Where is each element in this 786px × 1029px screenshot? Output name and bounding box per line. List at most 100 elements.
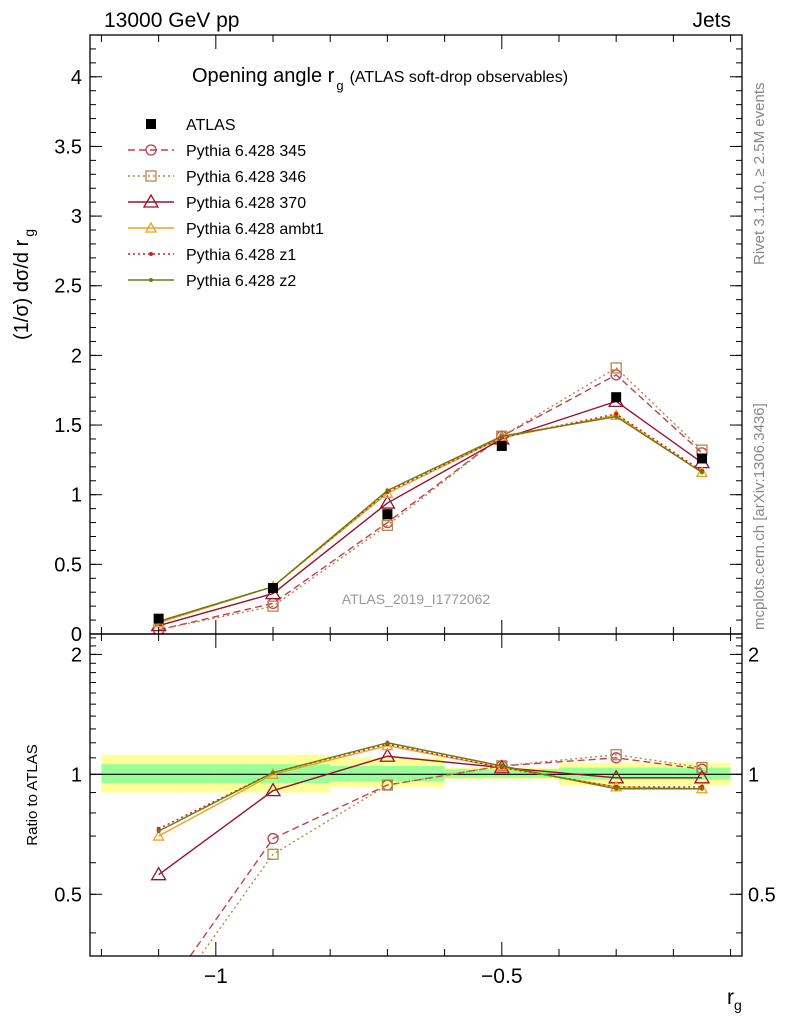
legend-item-data: ATLAS xyxy=(146,117,236,134)
main-y-axis: 0 0.5 1 1.5 2 2.5 3 3.5 4 xyxy=(54,34,742,646)
series-5-point-5 xyxy=(699,470,704,475)
data-point-1 xyxy=(268,583,279,594)
legend-marker-5 xyxy=(149,278,153,282)
series-line-4 xyxy=(158,413,703,623)
ratio-1-point-5 xyxy=(696,761,708,774)
band-inner-3 xyxy=(444,769,559,778)
ratio-1-point-0 xyxy=(154,1009,164,1019)
series-0-point-4 xyxy=(610,369,622,381)
ratio-series-group xyxy=(150,739,711,1019)
ratio-5-point-2 xyxy=(385,740,390,745)
ratio-tick-label-right: 1 xyxy=(748,764,759,786)
collision-energy-label: 13000 GeV pp xyxy=(104,9,239,32)
legend-item-2: Pythia 6.428 370 xyxy=(128,193,306,212)
legend-label-3: Pythia 6.428 ambt1 xyxy=(186,221,324,238)
legend-item-5: Pythia 6.428 z2 xyxy=(128,273,296,290)
y-axis-label-sub: g xyxy=(21,229,37,237)
analysis-id-label: ATLAS_2019_I1772062 xyxy=(342,591,491,607)
ratio-tick-label: 1 xyxy=(71,764,82,786)
ratio-0-point-0 xyxy=(154,996,164,1006)
legend-item-1: Pythia 6.428 346 xyxy=(128,169,306,186)
data-point-5 xyxy=(696,453,707,464)
legend-item-3: Pythia 6.428 ambt1 xyxy=(128,221,324,238)
ratio-3-point-2 xyxy=(381,739,394,751)
y-tick-label: 3 xyxy=(71,206,82,228)
data-point-2 xyxy=(382,509,393,520)
series-5-point-3 xyxy=(499,434,504,439)
x-axis-label-sub: g xyxy=(734,997,742,1013)
ratio-1-point-2 xyxy=(381,779,394,791)
series-1-point-0 xyxy=(152,624,165,634)
ratio-0-point-1 xyxy=(267,832,279,845)
series-1-point-1 xyxy=(267,600,279,612)
legend-label-1: Pythia 6.428 346 xyxy=(186,169,306,186)
ratio-axis-label: Ratio to ATLAS xyxy=(24,744,41,845)
y-tick-label: 4 xyxy=(71,67,82,89)
ratio-line-5 xyxy=(158,742,702,832)
chart-title-main: Opening angle r xyxy=(192,65,335,87)
svg-text:rg: rg xyxy=(727,986,742,1013)
y-axis-label-main: (1/σ) dσ/d r xyxy=(11,239,33,340)
ratio-1-point-4 xyxy=(610,749,622,761)
ratio-5-point-1 xyxy=(271,770,276,775)
svg-text:(1/σ) dσ/d rg: (1/σ) dσ/d r g xyxy=(11,229,37,340)
series-line-2 xyxy=(158,400,703,627)
process-label: Jets xyxy=(692,9,731,32)
legend-marker-4 xyxy=(149,252,153,256)
uncertainty-bands xyxy=(101,754,731,793)
legend-marker-3 xyxy=(144,221,158,233)
ratio-tick-label-right: 0.5 xyxy=(748,884,776,906)
ratio-1-point-1 xyxy=(267,848,279,860)
x-axis: −1 −0.5 xyxy=(100,35,732,988)
y-tick-label: 0.5 xyxy=(54,554,82,576)
legend-marker-data xyxy=(146,119,156,129)
legend-label-2: Pythia 6.428 370 xyxy=(186,195,306,212)
data-point-3 xyxy=(496,440,507,451)
ratio-line-0 xyxy=(189,757,703,956)
legend-marker-1 xyxy=(145,170,157,182)
ratio-tick-label: 0.5 xyxy=(54,884,82,906)
ratio-5-point-4 xyxy=(614,786,619,791)
legend-marker-2 xyxy=(142,193,160,208)
legend-item-4: Pythia 6.428 z1 xyxy=(128,247,296,264)
y-tick-label: 0 xyxy=(71,624,82,646)
ratio-line-3 xyxy=(158,744,702,837)
main-plot-area: 0 0.5 1 1.5 2 2.5 3 3.5 4 xyxy=(54,34,743,646)
y-tick-label: 2.5 xyxy=(54,276,82,298)
data-point-0 xyxy=(153,613,164,624)
ratio-2-point-1 xyxy=(264,782,282,797)
chart-title-sub: g xyxy=(336,78,343,93)
band-inner-2 xyxy=(330,765,445,782)
series-3-point-5 xyxy=(695,466,709,478)
mcplots-label: mcplots.cern.ch [arXiv:1306.3436] xyxy=(751,403,768,630)
x-axis-label-main: r xyxy=(727,986,734,1009)
chart-title: Opening angle r g (ATLAS soft-drop observa… xyxy=(192,65,568,93)
ratio-2-point-0 xyxy=(150,866,167,881)
ratio-line-1 xyxy=(199,754,703,956)
legend-label-5: Pythia 6.428 z2 xyxy=(186,273,296,290)
ratio-plot-area: −1 −0.5 0.5 0.5 1 1 2 2 xyxy=(54,35,776,1019)
legend: ATLAS Pythia 6.428 345 Pythia 6.428 346 Pyt… xyxy=(128,117,324,290)
series-4-point-4 xyxy=(614,411,619,416)
x-tick-label: −1 xyxy=(204,965,228,988)
ratio-5-point-5 xyxy=(699,786,704,791)
y-axis-label: (1/σ) dσ/d r g xyxy=(11,229,37,340)
series-1-point-2 xyxy=(381,519,394,531)
main-series-group xyxy=(150,362,711,634)
legend-label-4: Pythia 6.428 z1 xyxy=(186,247,296,264)
band-inner-4 xyxy=(558,767,674,780)
y-tick-label: 2 xyxy=(71,345,82,367)
ratio-tick-label-right: 2 xyxy=(748,644,759,666)
ratio-2-point-2 xyxy=(379,747,396,762)
y-tick-label: 3.5 xyxy=(54,136,82,158)
ratio-line-2 xyxy=(158,755,702,876)
y-tick-label: 1.5 xyxy=(54,415,82,437)
chart-title-suffix: (ATLAS soft-drop observables) xyxy=(350,69,568,86)
series-line-5 xyxy=(158,415,703,623)
series-2-point-2 xyxy=(379,494,396,509)
series-3-point-4 xyxy=(610,408,623,420)
ratio-tick-label: 2 xyxy=(71,644,82,666)
svg-text:Opening angle rg(ATLAS soft-dr: Opening angle r g (ATLAS soft-drop observa… xyxy=(192,65,568,93)
